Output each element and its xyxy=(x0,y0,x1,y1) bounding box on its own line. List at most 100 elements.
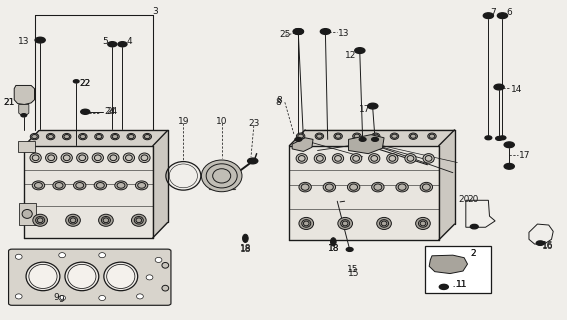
Text: 24: 24 xyxy=(107,107,118,116)
Ellipse shape xyxy=(92,153,103,163)
Ellipse shape xyxy=(442,261,452,268)
Ellipse shape xyxy=(353,133,361,140)
Ellipse shape xyxy=(348,182,360,192)
Text: 11: 11 xyxy=(456,280,468,289)
Ellipse shape xyxy=(33,214,48,226)
Circle shape xyxy=(368,103,378,109)
Circle shape xyxy=(504,164,514,169)
Circle shape xyxy=(293,29,303,34)
Ellipse shape xyxy=(30,153,41,163)
Text: 13: 13 xyxy=(338,28,350,38)
Text: 18: 18 xyxy=(328,244,339,253)
Text: 2: 2 xyxy=(471,249,476,258)
Ellipse shape xyxy=(314,154,325,163)
Text: 5: 5 xyxy=(103,37,108,46)
Ellipse shape xyxy=(405,154,416,163)
Ellipse shape xyxy=(416,217,430,229)
Ellipse shape xyxy=(26,262,60,291)
Text: 18: 18 xyxy=(328,244,339,253)
Ellipse shape xyxy=(423,154,434,163)
Ellipse shape xyxy=(115,181,127,190)
Ellipse shape xyxy=(65,262,99,291)
Circle shape xyxy=(118,42,127,47)
Circle shape xyxy=(21,114,27,117)
Circle shape xyxy=(496,137,502,140)
Ellipse shape xyxy=(143,133,151,140)
Ellipse shape xyxy=(74,181,86,190)
Text: 11: 11 xyxy=(456,280,468,289)
Ellipse shape xyxy=(95,133,103,140)
Circle shape xyxy=(346,248,353,252)
Ellipse shape xyxy=(332,154,344,163)
Ellipse shape xyxy=(29,264,57,288)
Ellipse shape xyxy=(30,133,39,140)
Text: 18: 18 xyxy=(240,244,251,253)
Ellipse shape xyxy=(94,181,107,190)
Circle shape xyxy=(293,29,303,34)
Ellipse shape xyxy=(297,133,305,140)
Ellipse shape xyxy=(299,217,314,229)
Ellipse shape xyxy=(123,153,134,163)
Bar xyxy=(425,246,491,292)
Polygon shape xyxy=(209,187,235,189)
Ellipse shape xyxy=(323,182,336,192)
Text: 15: 15 xyxy=(348,265,359,274)
Ellipse shape xyxy=(371,133,380,140)
Ellipse shape xyxy=(155,257,162,262)
Ellipse shape xyxy=(79,133,87,140)
Text: 13: 13 xyxy=(18,37,29,46)
Ellipse shape xyxy=(15,294,22,299)
Ellipse shape xyxy=(315,133,324,140)
Ellipse shape xyxy=(338,217,353,229)
Ellipse shape xyxy=(137,294,143,299)
Ellipse shape xyxy=(390,133,399,140)
Text: 25: 25 xyxy=(280,30,291,39)
Text: 2: 2 xyxy=(471,249,476,258)
Ellipse shape xyxy=(66,214,81,226)
Ellipse shape xyxy=(350,154,362,163)
Ellipse shape xyxy=(146,275,153,280)
Polygon shape xyxy=(349,135,384,154)
Text: 17: 17 xyxy=(359,105,371,114)
Ellipse shape xyxy=(201,160,242,192)
Ellipse shape xyxy=(371,182,384,192)
Ellipse shape xyxy=(15,254,22,259)
Circle shape xyxy=(497,13,507,19)
Text: 21: 21 xyxy=(3,98,14,107)
Text: 16: 16 xyxy=(542,241,553,250)
Ellipse shape xyxy=(22,210,32,218)
Ellipse shape xyxy=(99,214,113,226)
Text: 15: 15 xyxy=(348,269,359,278)
Circle shape xyxy=(485,136,492,140)
Circle shape xyxy=(499,136,506,140)
Ellipse shape xyxy=(62,133,71,140)
Polygon shape xyxy=(24,131,168,146)
Circle shape xyxy=(494,84,504,90)
Ellipse shape xyxy=(68,264,96,288)
Ellipse shape xyxy=(409,133,417,140)
Circle shape xyxy=(320,29,331,34)
Circle shape xyxy=(483,13,493,19)
Circle shape xyxy=(359,138,366,141)
Text: 19: 19 xyxy=(177,117,189,126)
Text: 8: 8 xyxy=(276,96,282,105)
Ellipse shape xyxy=(132,214,146,226)
Text: 6: 6 xyxy=(506,8,512,17)
Circle shape xyxy=(371,138,378,141)
Ellipse shape xyxy=(104,262,138,291)
Ellipse shape xyxy=(127,133,136,140)
Text: 4: 4 xyxy=(127,37,133,46)
Polygon shape xyxy=(19,203,36,225)
Ellipse shape xyxy=(45,153,57,163)
Polygon shape xyxy=(292,138,313,151)
Ellipse shape xyxy=(59,295,66,300)
Ellipse shape xyxy=(136,181,148,190)
Text: 9: 9 xyxy=(53,292,59,301)
Polygon shape xyxy=(289,130,455,146)
Circle shape xyxy=(504,142,514,148)
Ellipse shape xyxy=(111,133,119,140)
Ellipse shape xyxy=(61,153,73,163)
Polygon shape xyxy=(14,85,35,105)
Circle shape xyxy=(295,138,302,141)
Polygon shape xyxy=(429,255,468,274)
